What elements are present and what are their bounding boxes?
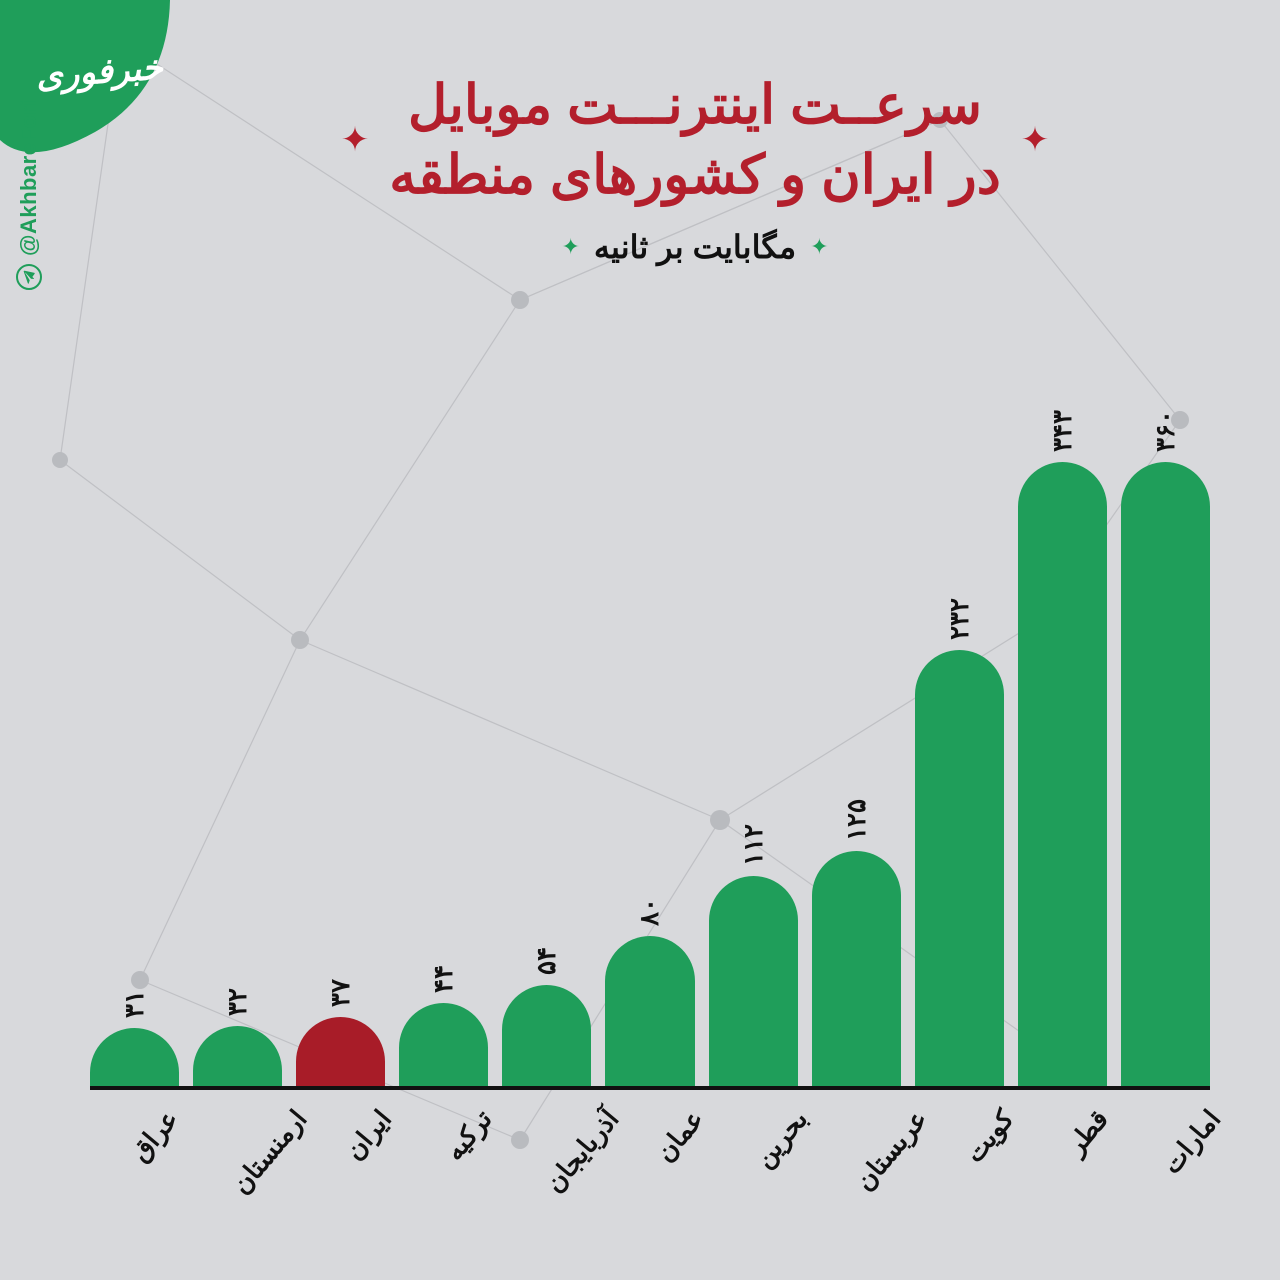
bar-col: ۳۱ bbox=[90, 410, 179, 1086]
bar-label: امارات bbox=[1124, 1090, 1210, 1210]
chart-subtitle: مگابایت بر ثانیه bbox=[594, 228, 796, 266]
bar bbox=[915, 650, 1004, 1086]
bar-value: ۸۰ bbox=[634, 898, 665, 926]
bar-value: ۳۴۳ bbox=[1047, 410, 1078, 452]
bar-value: ۱۱۲ bbox=[738, 824, 769, 866]
star-icon: ✦ bbox=[341, 120, 370, 160]
star-icon: ✦ bbox=[810, 234, 828, 260]
bar-col: ۱۲۵ bbox=[812, 410, 901, 1086]
bar-label: عراق bbox=[90, 1090, 176, 1210]
social-handle-text: @AkhbareFori bbox=[16, 99, 42, 256]
bar-col: ۸۰ bbox=[605, 410, 694, 1086]
chart-title: سرعــت اینترنـــت موبایل در ایران و کشور… bbox=[389, 70, 1001, 210]
bar-label: آذربایجان bbox=[504, 1090, 602, 1210]
bar-value: ۳۲ bbox=[222, 988, 253, 1016]
bar bbox=[1121, 462, 1210, 1086]
bar bbox=[605, 936, 694, 1086]
social-handle: @AkhbareFori bbox=[16, 99, 42, 290]
bar-col: ۳۶۰ bbox=[1121, 410, 1210, 1086]
star-icon: ✦ bbox=[561, 234, 579, 260]
bar-col: ۳۲ bbox=[193, 410, 282, 1086]
bar-col: ۳۴۳ bbox=[1018, 410, 1107, 1086]
brand-label: خبرفوری bbox=[35, 48, 164, 97]
bar bbox=[812, 851, 901, 1086]
bar bbox=[1018, 462, 1107, 1086]
bar-value: ۳۷ bbox=[325, 979, 356, 1007]
bar-label: ترکیه bbox=[404, 1090, 490, 1210]
bar-value: ۲۳۲ bbox=[944, 598, 975, 640]
bar bbox=[399, 1003, 488, 1086]
bar-col: ۵۴ bbox=[502, 410, 591, 1086]
bar-label: عربستان bbox=[815, 1090, 910, 1210]
chart-header: ✦ سرعــت اینترنـــت موبایل در ایران و کش… bbox=[200, 70, 1190, 266]
bar-label: عمان bbox=[615, 1090, 701, 1210]
infographic-canvas: { "background_color": "#d8d9dc", "networ… bbox=[0, 0, 1280, 1280]
bar-label: ارمنستان bbox=[190, 1090, 290, 1210]
bar-col: ۲۳۲ bbox=[915, 410, 1004, 1086]
bar-label: ایران bbox=[304, 1090, 390, 1210]
bar-value: ۳۱ bbox=[119, 990, 150, 1018]
bar bbox=[502, 985, 591, 1086]
bar bbox=[193, 1026, 282, 1086]
bar bbox=[709, 876, 798, 1086]
bar-label: بحرین bbox=[715, 1090, 801, 1210]
bar-label: کویت bbox=[924, 1090, 1010, 1210]
telegram-icon bbox=[16, 264, 42, 290]
bar-value: ۴۴ bbox=[428, 965, 459, 993]
bar-highlight bbox=[296, 1017, 385, 1086]
bar-value: ۱۲۵ bbox=[841, 799, 872, 841]
bar-col: ۳۷ bbox=[296, 410, 385, 1086]
bar-value: ۵۴ bbox=[531, 947, 562, 975]
bar-col: ۱۱۲ bbox=[709, 410, 798, 1086]
bar-value: ۳۶۰ bbox=[1150, 410, 1181, 452]
bar-label: قطر bbox=[1024, 1090, 1110, 1210]
star-icon: ✦ bbox=[1021, 120, 1050, 160]
bar-chart: ۳۶۰ ۳۴۳ ۲۳۲ ۱۲۵ ۱۱۲ ۸۰ ۵۴ ۴۴ ۳۷ ۳۲ ۳۱ اماراتقطرکوی… bbox=[90, 410, 1210, 1210]
bar-col: ۴۴ bbox=[399, 410, 488, 1086]
bar bbox=[90, 1028, 179, 1086]
